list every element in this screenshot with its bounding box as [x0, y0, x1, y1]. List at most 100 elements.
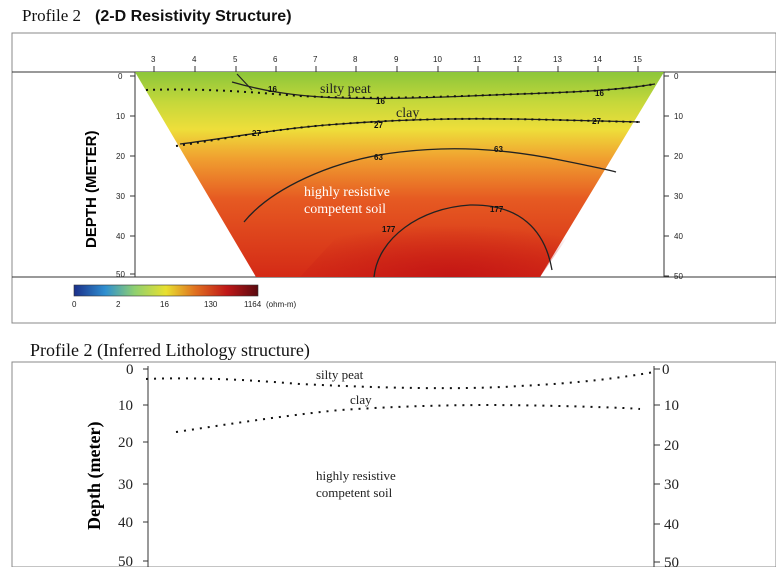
colorbar-tick: 130 — [204, 300, 218, 309]
y-tick: 30 — [664, 192, 683, 201]
top-profile-title-sub: (2-D Resistivity Structure) — [95, 8, 292, 25]
bottom-label-resistive-1: highly resistive — [316, 468, 396, 483]
colorbar-tick: 0 — [72, 300, 77, 309]
svg-text:10: 10 — [433, 55, 442, 64]
bottom-label-silty-peat: silty peat — [316, 367, 364, 382]
bottom-right-y-ticks: 0 10 20 30 40 50 — [654, 362, 679, 567]
contour-label: 177 — [382, 225, 396, 234]
y-tick: 40 — [654, 517, 679, 533]
x-tick: 6 — [273, 55, 278, 72]
colorbar-tick: 2 — [116, 300, 121, 309]
y-tick: 10 — [654, 398, 679, 414]
svg-text:10: 10 — [664, 398, 679, 414]
svg-text:13: 13 — [553, 55, 562, 64]
svg-text:20: 20 — [664, 438, 679, 454]
x-tick: 7 — [313, 55, 318, 72]
contour-label: 63 — [494, 145, 503, 154]
contour-177 — [373, 204, 553, 278]
svg-text:20: 20 — [674, 152, 683, 161]
svg-text:7: 7 — [313, 55, 318, 64]
top-panel: 16 16 16 27 27 27 63 63 177 177 silty pe… — [11, 32, 776, 324]
x-tick: 10 — [433, 55, 442, 72]
bottom-boundary-peat — [145, 371, 655, 390]
svg-text:50: 50 — [116, 270, 125, 279]
contour-label: 27 — [592, 117, 601, 126]
svg-text:10: 10 — [116, 112, 125, 121]
contour-label: 16 — [268, 85, 277, 94]
y-tick: 0 — [654, 362, 670, 378]
y-tick: 30 — [118, 477, 148, 493]
svg-text:14: 14 — [593, 55, 602, 64]
y-tick: 40 — [664, 232, 683, 241]
x-tick: 3 — [151, 55, 156, 72]
svg-text:0: 0 — [118, 72, 123, 81]
svg-text:12: 12 — [513, 55, 522, 64]
colorbar-unit: (ohm-m) — [266, 300, 297, 309]
svg-text:15: 15 — [633, 55, 642, 64]
resistivity-core — [300, 190, 600, 277]
top-label-silty-peat: silty peat — [320, 82, 371, 97]
contour-label: 177 — [490, 205, 504, 214]
x-tick: 12 — [513, 55, 522, 72]
bottom-boundary-clay — [175, 404, 641, 433]
svg-text:11: 11 — [473, 55, 482, 64]
contour-label: 16 — [595, 89, 604, 98]
y-tick: 0 — [126, 362, 148, 378]
bottom-y-axis-label: Depth (meter) — [84, 422, 105, 530]
bottom-panel-frame — [11, 361, 776, 567]
x-tick: 4 — [192, 55, 197, 72]
svg-text:40: 40 — [118, 515, 133, 531]
svg-text:30: 30 — [118, 477, 133, 493]
top-profile-title-main: Profile 2 — [22, 6, 82, 25]
top-left-y-ticks: 0 10 20 30 40 50 — [116, 72, 135, 279]
y-tick: 0 — [118, 72, 135, 81]
svg-text:30: 30 — [674, 192, 683, 201]
contour-stub — [236, 73, 253, 91]
svg-text:40: 40 — [674, 232, 683, 241]
y-tick: 10 — [118, 398, 148, 414]
x-tick: 8 — [353, 55, 358, 72]
svg-text:40: 40 — [116, 232, 125, 241]
bottom-left-y-ticks: 0 10 20 30 40 50 — [118, 362, 148, 567]
x-tick: 5 — [233, 55, 238, 72]
svg-text:6: 6 — [273, 55, 278, 64]
y-tick: 20 — [118, 435, 148, 451]
y-tick: 20 — [654, 438, 679, 454]
svg-text:50: 50 — [118, 554, 133, 567]
contour-63 — [243, 148, 617, 223]
y-tick: 50 — [654, 555, 679, 567]
y-tick: 50 — [664, 272, 683, 281]
x-tick: 13 — [553, 55, 562, 72]
y-tick: 30 — [116, 192, 135, 201]
top-label-resistive-2: competent soil — [304, 202, 386, 217]
colorbar-tick: 16 — [160, 300, 169, 309]
bottom-label-clay: clay — [350, 392, 372, 407]
top-y-axis-label: DEPTH (METER) — [83, 131, 100, 249]
contour-label: 16 — [376, 97, 385, 106]
y-tick: 10 — [664, 112, 683, 121]
svg-text:10: 10 — [674, 112, 683, 121]
colorbar-tick: 1164 — [244, 300, 262, 309]
svg-text:0: 0 — [126, 362, 134, 378]
top-panel-frame — [11, 32, 776, 324]
bottom-label-resistive-2: competent soil — [316, 485, 393, 500]
bottom-panel: silty peat clay highly resistive compete… — [11, 361, 776, 567]
x-tick: 9 — [394, 55, 399, 72]
svg-text:20: 20 — [116, 152, 125, 161]
svg-text:5: 5 — [233, 55, 238, 64]
svg-text:30: 30 — [116, 192, 125, 201]
y-tick: 20 — [116, 152, 135, 161]
svg-text:8: 8 — [353, 55, 358, 64]
y-tick: 40 — [116, 232, 135, 241]
svg-text:30: 30 — [664, 477, 679, 493]
svg-text:10: 10 — [118, 398, 133, 414]
top-label-clay: clay — [396, 106, 419, 121]
y-tick: 10 — [116, 112, 135, 121]
top-profile-title: Profile 2 (2-D Resistivity Structure) — [22, 6, 292, 26]
svg-text:3: 3 — [151, 55, 156, 64]
x-tick: 14 — [593, 55, 602, 72]
y-tick: 40 — [118, 515, 148, 531]
top-right-y-ticks: 0 10 20 30 40 50 — [664, 72, 683, 281]
top-x-ticks: 3 4 5 6 7 8 9 10 11 12 13 14 15 — [151, 55, 642, 72]
